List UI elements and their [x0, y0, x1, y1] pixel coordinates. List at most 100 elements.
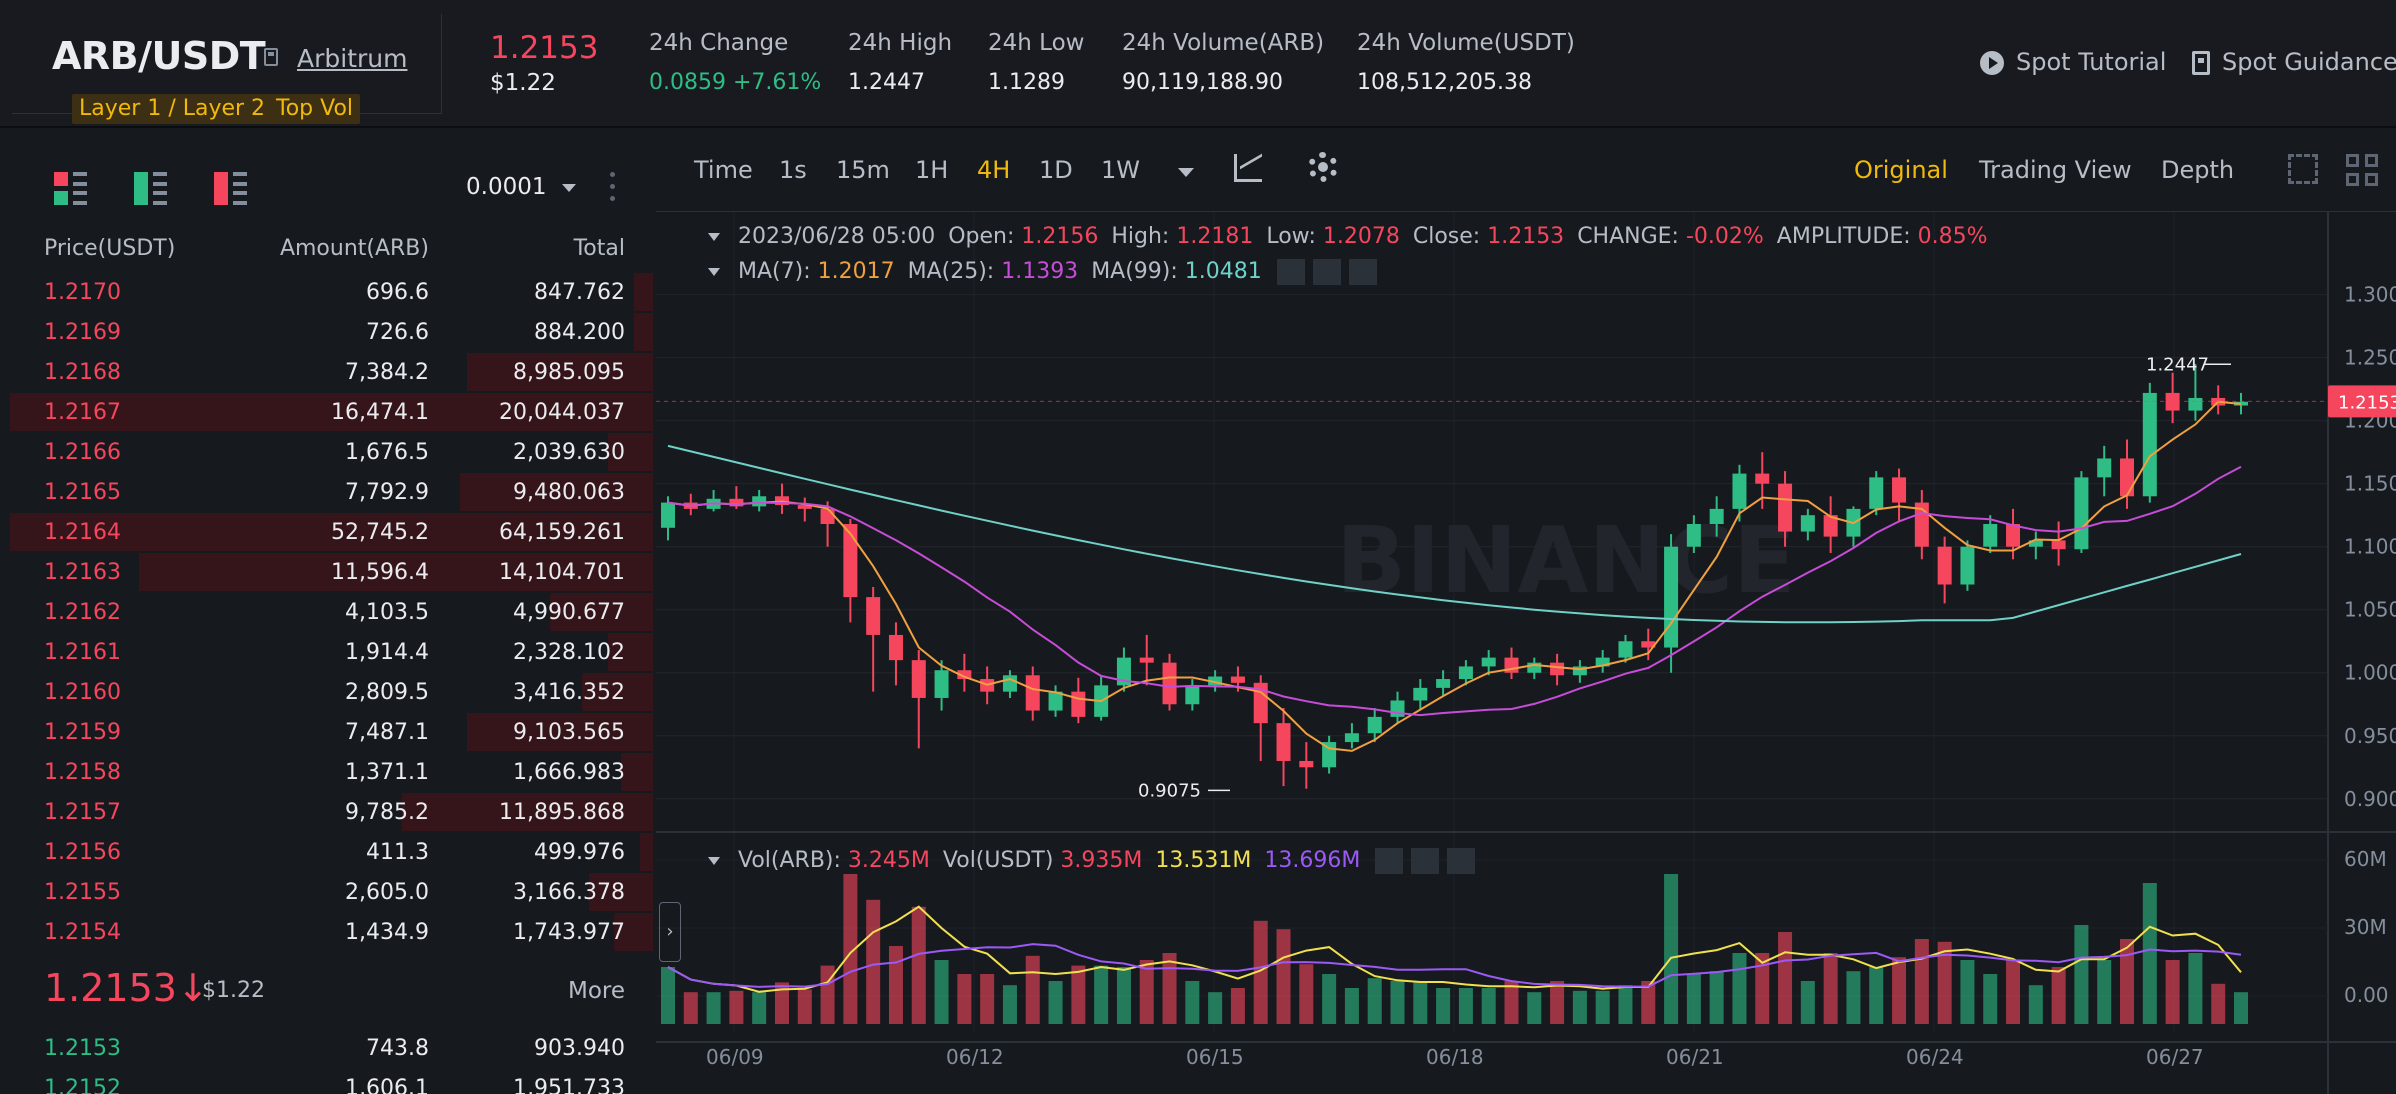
ask-row[interactable]: 1.2165 7,792.9 9,480.063 — [10, 472, 653, 512]
indicator-icon[interactable] — [1234, 154, 1262, 182]
gear-icon[interactable] — [1411, 848, 1440, 874]
volume-bar — [911, 906, 926, 1024]
row-total: 2,328.102 — [513, 640, 625, 665]
depth-bar — [466, 353, 653, 391]
layout-both-icon[interactable] — [54, 172, 88, 206]
volume-bar — [1755, 953, 1770, 1024]
ask-row[interactable]: 1.2161 1,914.4 2,328.102 — [10, 632, 653, 672]
expand-panel-button[interactable]: › — [659, 902, 681, 962]
depth-bar — [640, 833, 653, 871]
col-total: Total — [573, 236, 625, 261]
interval-1s[interactable]: 1s — [779, 156, 807, 184]
candle-body — [1458, 666, 1473, 680]
spot-tutorial-label: Spot Tutorial — [2016, 48, 2167, 76]
pair-title[interactable]: ARB/USDT — [52, 34, 266, 78]
candle-body — [820, 508, 835, 525]
price-axis-label: 1.2500 — [2344, 346, 2396, 370]
ask-row[interactable]: 1.2166 1,676.5 2,039.630 — [10, 432, 653, 472]
ask-row[interactable]: 1.2156 411.3 499.976 — [10, 832, 653, 872]
grid-layout-icon[interactable] — [2346, 154, 2378, 186]
volume-bar — [706, 992, 721, 1024]
volume-bar — [661, 967, 675, 1024]
more-link[interactable]: More — [567, 978, 625, 1004]
market-header: ARB/USDT Arbitrum Layer 1 / Layer 2 Top … — [0, 0, 2396, 128]
candle-body — [2120, 458, 2135, 497]
row-price: 1.2156 — [44, 840, 121, 865]
candle-body — [1755, 473, 1770, 484]
ma7-line — [667, 400, 2242, 752]
view-original[interactable]: Original — [1854, 156, 1948, 184]
ask-row[interactable]: 1.2159 7,487.1 9,103.565 — [10, 712, 653, 752]
candle-body — [1664, 546, 1679, 648]
stat-label: 24h Low — [988, 30, 1085, 56]
interval-time[interactable]: Time — [694, 156, 753, 184]
close-icon[interactable] — [1447, 848, 1476, 874]
volume-bar — [1686, 974, 1701, 1024]
ask-row[interactable]: 1.2168 7,384.2 8,985.095 — [10, 352, 653, 392]
ask-row[interactable]: 1.2154 1,434.9 1,743.977 — [10, 912, 653, 952]
gear-icon[interactable] — [1312, 259, 1341, 285]
ask-row[interactable]: 1.2163 11,596.4 14,104.701 — [10, 552, 653, 592]
candle-body — [1709, 508, 1724, 525]
ask-row[interactable]: 1.2162 4,103.5 4,990.677 — [10, 592, 653, 632]
price-axis-label: 0.9000 — [2344, 787, 2396, 811]
row-price: 1.2167 — [44, 400, 121, 425]
volume-bar — [1025, 955, 1040, 1024]
volume-bar — [1162, 953, 1177, 1024]
row-total: 9,103.565 — [513, 720, 625, 745]
tick-size-select[interactable]: 0.0001 — [466, 174, 577, 200]
stat-value: 90,119,188.90 — [1122, 70, 1283, 95]
candle-body — [2006, 524, 2021, 547]
interval-15m[interactable]: 15m — [836, 156, 890, 184]
interval-dropdown-icon[interactable] — [1178, 168, 1194, 177]
fullscreen-icon[interactable] — [2288, 154, 2318, 184]
tag-topvol[interactable]: Top Vol — [269, 94, 361, 124]
watermark: BINANCE — [1336, 507, 1796, 614]
network-link[interactable]: Arbitrum — [297, 44, 408, 73]
row-price: 1.2153 — [44, 1036, 121, 1061]
ask-row[interactable]: 1.2169 726.6 884.200 — [10, 312, 653, 352]
collapse-icon[interactable] — [708, 233, 720, 241]
ask-row[interactable]: 1.2167 16,474.1 20,044.037 — [10, 392, 653, 432]
price-chart[interactable]: 1.30001.25001.20001.15001.10001.05001.00… — [656, 212, 2396, 1094]
interval-1h[interactable]: 1H — [915, 156, 949, 184]
candle-body — [752, 496, 767, 507]
candle-body — [1960, 546, 1975, 585]
row-total: 8,985.095 — [513, 360, 625, 385]
spot-tutorial-link[interactable]: Spot Tutorial — [1980, 48, 2166, 76]
volume-bar — [1572, 990, 1587, 1024]
volume-bar — [1641, 981, 1656, 1024]
collapse-icon[interactable] — [708, 857, 720, 865]
tag-layer[interactable]: Layer 1 / Layer 2 — [72, 94, 273, 124]
gear-icon[interactable] — [1308, 152, 1338, 182]
bid-row[interactable]: 1.2152 1,606.1 1,951.733 — [10, 1068, 653, 1094]
collapse-icon[interactable] — [708, 268, 720, 276]
layout-asks-icon[interactable] — [214, 172, 248, 206]
contract-icon[interactable] — [264, 48, 278, 66]
view-depth[interactable]: Depth — [2161, 156, 2235, 184]
more-options-icon[interactable] — [610, 172, 616, 206]
view-tradingview[interactable]: Trading View — [1979, 156, 2132, 184]
volume-bar — [1230, 988, 1245, 1024]
interval-1d[interactable]: 1D — [1039, 156, 1073, 184]
interval-1w[interactable]: 1W — [1101, 156, 1140, 184]
spot-guidance-link[interactable]: Spot Guidance — [2192, 48, 2396, 76]
volume-bar — [1823, 953, 1838, 1024]
current-price-tag-label: 1.2153 — [2338, 392, 2396, 413]
layout-bids-icon[interactable] — [134, 172, 168, 206]
bid-row[interactable]: 1.2153 743.8 903.940 — [10, 1028, 653, 1068]
row-total: 3,166.378 — [513, 880, 625, 905]
row-price: 1.2169 — [44, 320, 121, 345]
interval-4h[interactable]: 4H — [977, 156, 1011, 184]
close-icon[interactable] — [1348, 259, 1377, 285]
eye-icon[interactable] — [1375, 848, 1404, 874]
volume-bar — [1185, 981, 1200, 1024]
ask-row[interactable]: 1.2164 52,745.2 64,159.261 — [10, 512, 653, 552]
ask-row[interactable]: 1.2158 1,371.1 1,666.983 — [10, 752, 653, 792]
ask-row[interactable]: 1.2157 9,785.2 11,895.868 — [10, 792, 653, 832]
stat-value: 108,512,205.38 — [1357, 70, 1532, 95]
ask-row[interactable]: 1.2170 696.6 847.762 — [10, 272, 653, 312]
ask-row[interactable]: 1.2160 2,809.5 3,416.352 — [10, 672, 653, 712]
ask-row[interactable]: 1.2155 2,605.0 3,166.378 — [10, 872, 653, 912]
eye-icon[interactable] — [1276, 259, 1305, 285]
